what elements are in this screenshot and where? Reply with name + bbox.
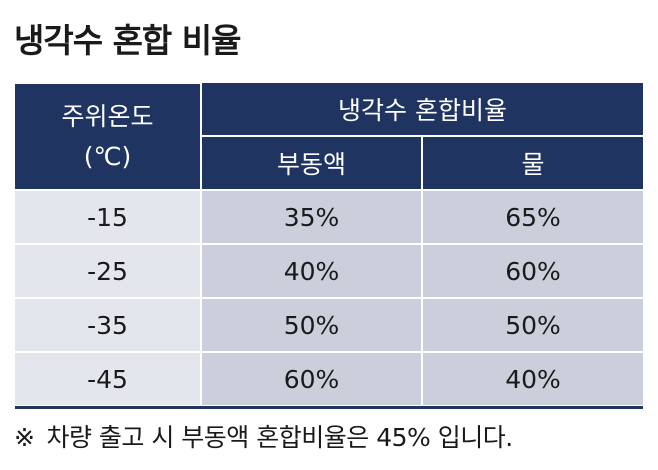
temperature-cell: -45	[15, 351, 202, 405]
antifreeze-cell: 35%	[200, 189, 423, 245]
antifreeze-cell: 50%	[200, 297, 423, 353]
temperature-cell: -35	[15, 297, 202, 353]
coolant-mix-table: 주위온도 (℃) 냉각수 혼합비율 부동액 물 -15 35% 65% -25 …	[15, 82, 644, 405]
water-cell: 50%	[420, 297, 644, 353]
table-row: -35 50% 50%	[15, 297, 644, 353]
water-column-header: 물	[420, 135, 644, 191]
table-row: -45 60% 40%	[15, 351, 644, 405]
temperature-cell: -15	[15, 189, 202, 245]
footnote: ※ 차량 출고 시 부동액 혼합비율은 45% 입니다.	[14, 418, 513, 454]
temperature-unit-label: (℃)	[83, 141, 132, 171]
reference-mark-icon: ※	[14, 423, 35, 452]
table-row: -25 40% 60%	[15, 243, 644, 299]
antifreeze-column-header: 부동액	[200, 135, 423, 191]
water-cell: 65%	[420, 189, 644, 245]
ambient-temperature-label: 주위온도	[61, 101, 154, 131]
table-row: -15 35% 65%	[15, 189, 644, 245]
antifreeze-cell: 40%	[200, 243, 423, 299]
ambient-temperature-header: 주위온도 (℃)	[15, 82, 202, 191]
page-title: 냉각수 혼합 비율	[14, 21, 241, 60]
water-cell: 60%	[420, 243, 644, 299]
table-bottom-rule	[15, 406, 643, 409]
footnote-text: 차량 출고 시 부동액 혼합비율은 45% 입니다.	[46, 423, 513, 452]
water-cell: 40%	[420, 351, 644, 405]
antifreeze-cell: 60%	[200, 351, 423, 405]
mix-ratio-header: 냉각수 혼합비율	[199, 83, 644, 137]
temperature-cell: -25	[15, 243, 202, 299]
